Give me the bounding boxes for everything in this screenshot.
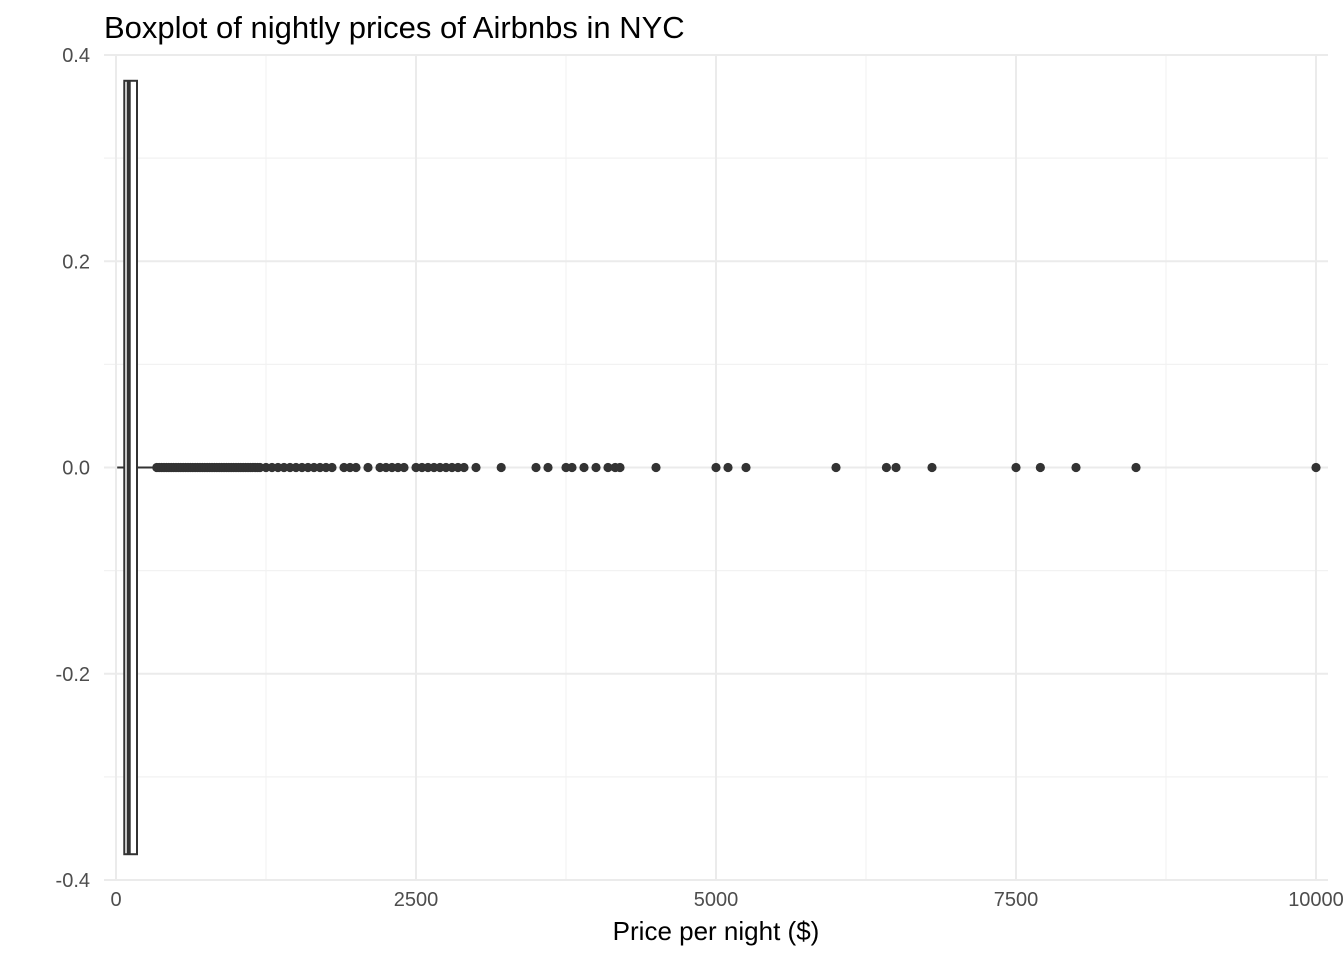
outlier-point xyxy=(471,462,481,473)
outlier-point xyxy=(363,462,373,473)
y-tick-label: 0.0 xyxy=(62,458,90,480)
outlier-point xyxy=(741,462,751,473)
outlier-point xyxy=(591,462,601,473)
x-axis-title: Price per night ($) xyxy=(613,916,820,946)
outlier-point xyxy=(351,462,361,473)
x-tick-label: 7500 xyxy=(994,889,1039,911)
outlier-point xyxy=(399,462,409,473)
y-tick-label: -0.4 xyxy=(56,870,90,892)
outlier-point xyxy=(711,462,721,473)
x-tick-label: 5000 xyxy=(694,889,739,911)
chart-title: Boxplot of nightly prices of Airbnbs in … xyxy=(104,10,685,45)
y-tick-label: 0.2 xyxy=(62,251,90,273)
outlier-point xyxy=(531,462,541,473)
outlier-point xyxy=(459,462,469,473)
outlier-point xyxy=(1035,462,1045,473)
outlier-point xyxy=(603,462,613,473)
outlier-points xyxy=(152,462,1321,473)
x-tick-label: 2500 xyxy=(394,889,439,911)
outlier-point xyxy=(1131,462,1141,473)
outlier-point xyxy=(567,462,577,473)
outlier-point xyxy=(881,462,892,473)
y-tick-label: 0.4 xyxy=(62,45,90,67)
outlier-point xyxy=(1011,462,1021,473)
x-tick-label: 10000 xyxy=(1288,889,1344,911)
y-axis-tick-labels: -0.4 -0.2 0.0 0.2 0.4 xyxy=(56,45,90,892)
boxplot-box-group xyxy=(117,79,157,856)
outlier-point xyxy=(927,462,937,473)
outlier-point xyxy=(615,462,625,473)
y-tick-label: -0.2 xyxy=(56,664,90,686)
x-tick-label: 0 xyxy=(110,889,121,911)
outlier-point xyxy=(496,462,506,473)
outlier-point xyxy=(723,462,733,473)
x-axis-tick-labels: 0 2500 5000 7500 10000 xyxy=(110,889,1343,911)
outlier-point xyxy=(327,462,337,473)
outlier-point xyxy=(543,462,553,473)
outlier-point xyxy=(1071,462,1081,473)
outlier-point xyxy=(1311,462,1321,473)
outlier-point xyxy=(831,462,841,473)
outlier-point xyxy=(651,462,661,473)
outlier-point xyxy=(579,462,589,473)
outlier-point xyxy=(891,462,901,473)
